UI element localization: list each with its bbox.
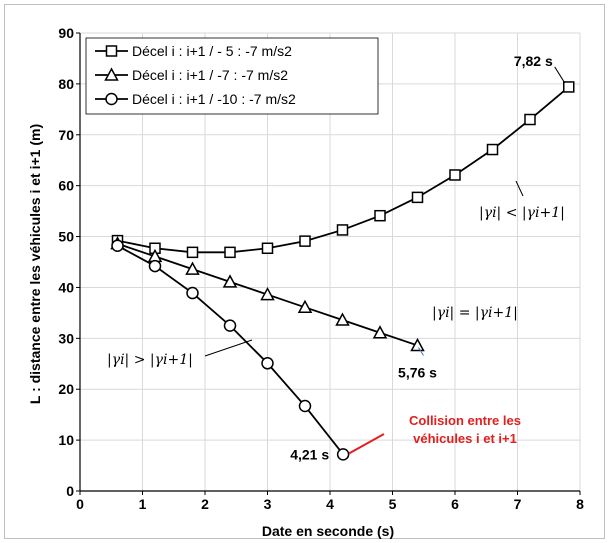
- y-tick-label: 10: [58, 432, 74, 448]
- y-tick-label: 0: [66, 483, 74, 499]
- series-1: [111, 81, 575, 259]
- data-point: [261, 357, 274, 370]
- x-tick-label: 8: [576, 496, 584, 512]
- y-tick-label: 30: [58, 330, 74, 346]
- data-point: [298, 399, 312, 413]
- series-3: [111, 239, 350, 461]
- collision-text-line2: véhicules i et i+1: [413, 431, 517, 446]
- y-tick-label: 60: [58, 178, 74, 194]
- axes: [76, 32, 581, 495]
- relation-leader-a: [515, 180, 524, 197]
- relation-label-b: |γi| = |γi+1|: [432, 305, 518, 321]
- y-tick-label: 80: [58, 76, 74, 92]
- x-tick-label: 0: [76, 496, 84, 512]
- y-tick-label: 70: [58, 127, 74, 143]
- legend-label: Décel i : i+1 / - 5 : -7 m/s2: [132, 43, 292, 59]
- chart-frame: [4, 4, 605, 539]
- x-tick-label: 5: [389, 496, 397, 512]
- legend-box: [85, 37, 379, 115]
- data-point: [335, 312, 350, 326]
- x-tick-label: 6: [451, 496, 459, 512]
- y-tick-label: 20: [58, 381, 74, 397]
- y-tick-labels: 0 10 20 30 40 50 60 70 80 90: [58, 25, 74, 499]
- data-point: [486, 143, 499, 156]
- relation-label-c: |γi| > |γi+1|: [107, 352, 193, 368]
- y-axis-title: L : distance entre les véhicules i et i+…: [27, 124, 43, 404]
- data-point: [224, 246, 236, 259]
- legend-marker: [105, 92, 118, 106]
- data-point: [185, 261, 200, 275]
- y-tick-label: 50: [58, 229, 74, 245]
- data-point: [372, 325, 388, 339]
- x-tick-labels: 0 1 2 3 4 5 6 7 8: [76, 496, 584, 512]
- collision-text-line1: Collision entre les: [409, 413, 521, 428]
- series-group: [110, 81, 575, 461]
- data-point: [299, 235, 311, 247]
- data-point: [111, 239, 124, 252]
- end-label-b: 5,76 s: [398, 364, 437, 380]
- x-tick-label: 1: [139, 496, 147, 512]
- data-point: [336, 224, 349, 236]
- series-2: [110, 236, 425, 352]
- end-label-c: 4,21 s: [290, 446, 329, 462]
- data-point: [297, 299, 313, 314]
- data-point: [186, 286, 199, 300]
- x-tick-label: 2: [201, 496, 209, 512]
- y-tick-label: 40: [58, 279, 74, 295]
- data-point: [223, 319, 237, 332]
- data-point: [563, 81, 575, 93]
- data-point: [261, 242, 274, 255]
- end-leader-b: [418, 347, 424, 356]
- data-point: [524, 113, 536, 126]
- data-point: [186, 246, 199, 259]
- y-tick-label: 90: [58, 25, 74, 41]
- x-tick-label: 4: [326, 496, 334, 512]
- x-tick-label: 7: [514, 496, 522, 512]
- x-tick-label: 3: [264, 496, 272, 512]
- legend-label: Décel i : i+1 / -7 : -7 m/s2: [132, 67, 288, 83]
- annotations: 7,82 s 5,76 s 4,21 s Collision entre les véh…: [107, 53, 566, 462]
- end-label-a: 7,82 s: [514, 53, 553, 69]
- x-axis-title: Date en seconde (s): [262, 523, 394, 539]
- collision-arrow: [348, 433, 385, 455]
- legend-marker: [105, 45, 118, 57]
- data-point: [410, 337, 425, 352]
- legend-marker: [104, 67, 119, 81]
- relation-label-a: |γi| < |γi+1|: [479, 205, 565, 221]
- data-point: [336, 448, 350, 461]
- relation-leader-c: [204, 339, 253, 357]
- end-leader-a: [554, 66, 566, 84]
- data-point: [449, 169, 461, 181]
- data-point: [148, 259, 162, 273]
- data-point: [374, 209, 386, 222]
- legend-label: Décel i : i+1 / -10 : -7 m/s2: [132, 91, 296, 107]
- data-point: [260, 287, 275, 301]
- data-point: [411, 191, 424, 204]
- data-point: [222, 274, 238, 288]
- legend: Décel i : i+1 / - 5 : -7 m/s2 Décel i : i…: [85, 37, 379, 115]
